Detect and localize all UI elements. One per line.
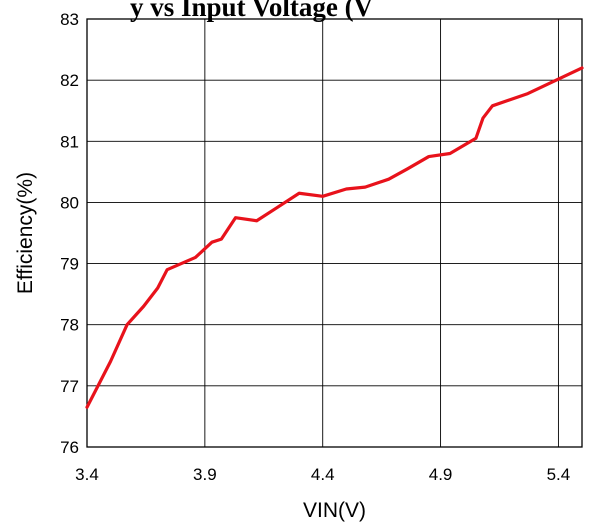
y-tick-label: 80 [60, 193, 79, 212]
x-tick-label: 4.9 [429, 465, 453, 484]
x-axis-label: VIN(V) [303, 499, 366, 522]
x-tick-label: 5.4 [547, 465, 571, 484]
y-tick-label: 82 [60, 71, 79, 90]
y-tick-label: 78 [60, 316, 79, 335]
series-layer [85, 66, 584, 409]
chart-title: y vs Input Voltage (V [130, 0, 374, 22]
plot-frame [86, 18, 583, 448]
y-axis-label: Efficiency(%) [14, 172, 37, 294]
y-tick-label: 77 [60, 377, 79, 396]
y-tick-label: 83 [60, 10, 79, 29]
grid [87, 19, 582, 447]
x-tick-label: 4.4 [311, 465, 335, 484]
y-tick-label: 81 [60, 132, 79, 151]
tick-labels: 76 77 78 79 80 81 82 83 3.4 3.9 4.4 4.9 5.4 [60, 10, 570, 484]
y-tick-label: 76 [60, 438, 79, 457]
efficiency-series-line [85, 66, 584, 409]
y-tick-label: 79 [60, 255, 79, 274]
x-tick-label: 3.4 [75, 465, 99, 484]
x-tick-label: 3.9 [193, 465, 217, 484]
